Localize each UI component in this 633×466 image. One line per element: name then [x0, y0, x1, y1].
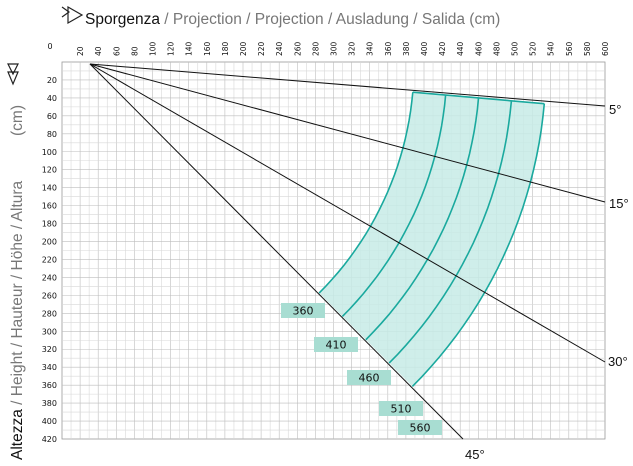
y-tick-label: 360: [42, 381, 57, 390]
x-tick-label: 60: [112, 46, 121, 56]
length-label: 410: [326, 339, 347, 352]
y-tick-label: 200: [42, 238, 57, 247]
x-tick-label: 120: [167, 41, 176, 56]
y-tick-label: 340: [42, 363, 57, 372]
length-label: 510: [391, 403, 412, 416]
length-label-box: [379, 401, 423, 416]
x-tick-label: 380: [402, 41, 411, 56]
x-tick-label: 140: [185, 41, 194, 56]
x-tick-label: 260: [293, 41, 302, 56]
length-arc: [341, 95, 447, 317]
x-tick-label: 400: [420, 41, 429, 56]
x-tick-label: 160: [203, 41, 212, 56]
x-tick-label: 420: [438, 41, 447, 56]
x-tick-label: 540: [547, 41, 556, 56]
y-tick-label: 320: [42, 345, 57, 354]
angle-label: 5°: [609, 102, 621, 117]
projection-axis-title: Sporgenza / Projection / Projection / Au…: [85, 11, 500, 28]
projection-arrow-icon: [61, 5, 84, 25]
angle-ray: [89, 63, 606, 203]
length-label: 360: [293, 305, 314, 318]
x-tick-label: 500: [511, 41, 520, 56]
x-tick-label: 20: [76, 46, 85, 56]
length-label: 560: [410, 422, 431, 435]
reach-area: [319, 92, 545, 387]
angle-ray: [89, 63, 606, 107]
x-tick-label: 220: [257, 41, 266, 56]
x-tick-label: 80: [130, 46, 139, 56]
angle-label: 30°: [608, 354, 628, 369]
x-tick-label: 200: [239, 41, 248, 56]
x-tick-label: 600: [601, 41, 610, 56]
angle-ray: [89, 63, 464, 440]
height-arrow-icon: [7, 63, 19, 86]
length-labels: 360 410 460 510 560: [281, 303, 442, 435]
x-tick-label: 460: [474, 41, 483, 56]
x-tick-labels: 20 40 60 80 100 120 140 160 180 200 220 240 260 280 30…: [76, 41, 610, 56]
y-tick-label: 380: [42, 399, 57, 408]
x-tick-label: 440: [456, 41, 465, 56]
angle-label: 15°: [609, 196, 629, 211]
region-top-edge: [412, 91, 545, 105]
y-tick-label: 220: [42, 255, 57, 264]
height-unit-label: (cm): [9, 105, 26, 136]
y-tick-label: 420: [42, 435, 57, 444]
y-tick-label: 140: [42, 184, 57, 193]
y-tick-label: 400: [42, 417, 57, 426]
x-tick-label: 100: [149, 41, 158, 56]
y-tick-labels: 20 40 60 80 100 120 140 160 180 200 220 240 260 280 30…: [42, 76, 57, 444]
length-label-box: [281, 303, 325, 318]
x-tick-label: 360: [384, 41, 393, 56]
y-tick-label: 20: [47, 76, 57, 85]
angle-label: 45°: [465, 447, 485, 462]
length-label-box: [347, 370, 391, 385]
x-tick-label: 480: [492, 41, 501, 56]
length-label-box: [398, 420, 442, 435]
y-tick-label: 160: [42, 202, 57, 211]
x-tick-label: 560: [565, 41, 574, 56]
length-label: 460: [359, 372, 380, 385]
height-axis-title: Altezza / Height / Hauteur / Höhe / Altu…: [9, 180, 26, 460]
length-arc: [318, 92, 414, 294]
length-arc: [411, 103, 546, 387]
x-tick-label: 40: [94, 46, 103, 56]
reach-region: [318, 91, 546, 387]
y-tick-label: 80: [47, 130, 57, 139]
angle-ray: [89, 63, 606, 363]
x-tick-label: 320: [348, 41, 357, 56]
length-arc: [388, 100, 513, 364]
y-tick-label: 180: [42, 220, 57, 229]
x-tick-label: 300: [330, 41, 339, 56]
length-label-box: [314, 337, 358, 352]
y-tick-label: 280: [42, 309, 57, 318]
y-tick-label: 40: [47, 94, 57, 103]
x-tick-label: 240: [275, 41, 284, 56]
x-tick-label: 180: [221, 41, 230, 56]
y-tick-label: 120: [42, 166, 57, 175]
y-tick-label: 300: [42, 327, 57, 336]
length-arc: [365, 97, 480, 341]
y-tick-label: 60: [47, 112, 57, 121]
y-tick-label: 260: [42, 291, 57, 300]
angle-labels: 5° 15° 30° 45°: [465, 102, 629, 462]
x-tick-label: 340: [366, 41, 375, 56]
y-tick-label: 240: [42, 273, 57, 282]
angle-rays: [89, 63, 606, 440]
x-tick-label: 580: [583, 41, 592, 56]
origin-label: 0: [47, 42, 52, 51]
y-tick-label: 100: [42, 148, 57, 157]
x-tick-label: 520: [529, 41, 538, 56]
x-tick-label: 280: [311, 41, 320, 56]
